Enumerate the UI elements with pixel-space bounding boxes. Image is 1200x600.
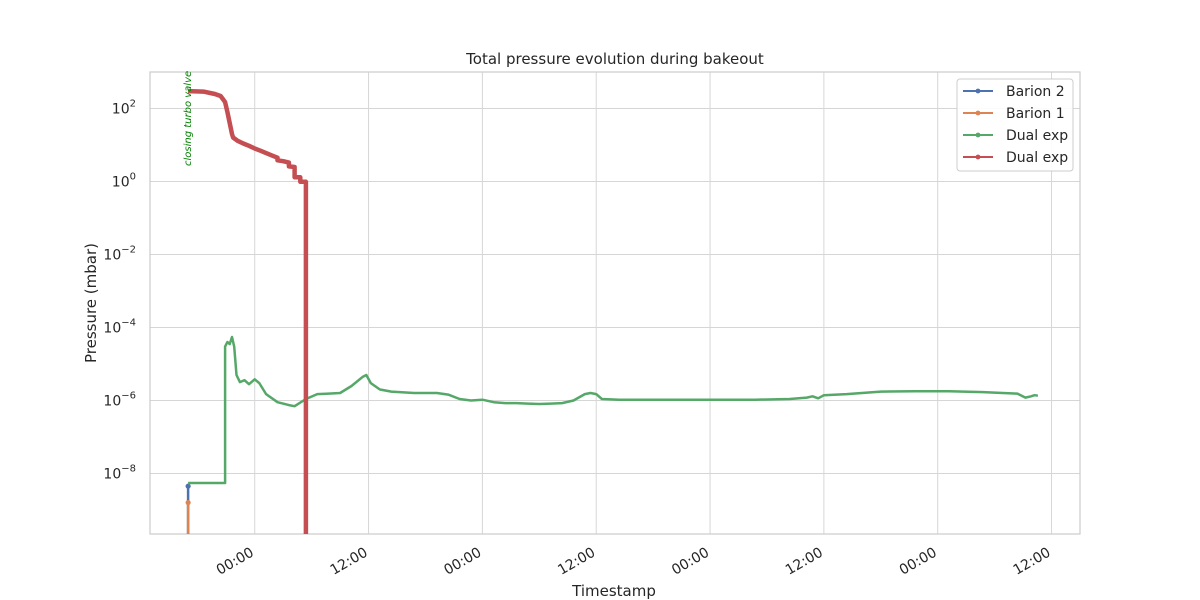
- legend-swatch-marker: [975, 110, 981, 116]
- legend-swatch-marker: [975, 154, 981, 160]
- y-tick-label: 10−2: [103, 244, 136, 263]
- plot-frame: [149, 71, 1081, 535]
- y-tick-label: 102: [112, 98, 136, 117]
- series-line-4: [188, 88, 309, 534]
- series-point-1: [185, 483, 191, 489]
- series-layer: [185, 88, 1039, 534]
- annotation-closing-turbo-valve: closing turbo valve: [183, 71, 194, 166]
- series-line-3: [188, 335, 1039, 485]
- series-point-2: [185, 499, 191, 506]
- x-axis-label: Timestamp: [571, 582, 656, 600]
- legend-box: [956, 78, 1074, 172]
- legend-swatch-marker: [975, 132, 981, 138]
- legend-swatch-marker: [975, 88, 981, 94]
- y-axis-label: Pressure (mbar): [82, 243, 100, 363]
- legend-entry: Dual exp: [1006, 128, 1068, 144]
- legend-entry: Dual exp: [1006, 150, 1068, 166]
- y-tick-label: 10−8: [103, 463, 136, 482]
- y-tick-label: 10−4: [103, 317, 136, 336]
- y-tick-label: 10−6: [103, 390, 136, 409]
- y-tick-label: 100: [112, 171, 136, 190]
- chart-title: Total pressure evolution during bakeout: [465, 50, 764, 68]
- legend: Barion 2 Barion 1 Dual exp Dual exp: [956, 78, 1074, 172]
- legend-entry: Barion 1: [1006, 106, 1065, 122]
- legend-entry: Barion 2: [1006, 84, 1065, 100]
